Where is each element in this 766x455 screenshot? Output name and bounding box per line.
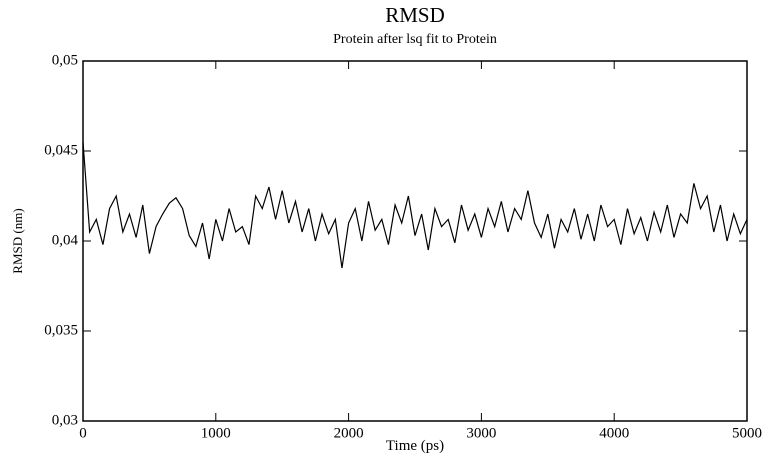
- y-axis-label: RMSD (nm): [10, 208, 25, 273]
- data-line: [82, 141, 748, 269]
- x-tick-label: 0: [79, 425, 87, 441]
- x-axis-label: Time (ps): [386, 438, 444, 454]
- x-tick-label: 4000: [599, 425, 629, 441]
- x-tick-label: 3000: [466, 425, 496, 441]
- x-tick-label: 1000: [201, 425, 231, 441]
- y-tick-label: 0,045: [44, 142, 78, 158]
- chart-subtitle: Protein after lsq fit to Protein: [333, 32, 497, 47]
- x-tick-label: 5000: [732, 425, 762, 441]
- y-tick-label: 0,035: [44, 322, 78, 338]
- y-tick-label: 0,04: [52, 232, 79, 248]
- chart-title: RMSD: [385, 3, 445, 27]
- y-tick-label: 0,03: [52, 412, 78, 428]
- y-tick-label: 0,05: [52, 52, 78, 68]
- x-tick-label: 2000: [334, 425, 364, 441]
